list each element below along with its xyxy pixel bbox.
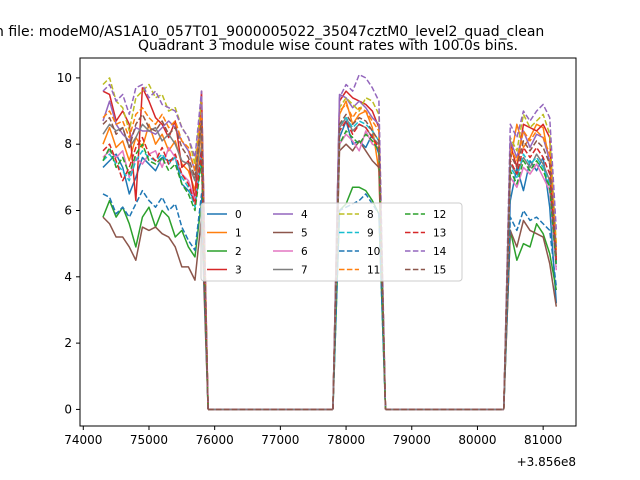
series-5-segment-0 [102, 216, 209, 410]
x-axis: 74000 75000 76000 77000 78000 79000 80000 81000 [64, 426, 562, 447]
legend-label: 5 [301, 228, 308, 240]
series-7-segment-4 [502, 153, 558, 410]
series-11-segment-0 [102, 106, 209, 410]
legend-label: 2 [235, 246, 242, 258]
x-tick-label: 79000 [393, 433, 431, 447]
series-12-segment-2 [332, 130, 387, 410]
series-11-segment-2 [332, 103, 387, 410]
x-tick-label: 77000 [261, 433, 299, 447]
series-3-segment-4 [502, 123, 558, 410]
series-5-segment-2 [332, 140, 387, 410]
series-13-segment-4 [502, 146, 558, 410]
axes-frame [79, 57, 577, 427]
series-11-segment-4 [502, 130, 558, 410]
series-10-segment-4 [502, 209, 558, 410]
y-tick-label: 6 [64, 204, 72, 218]
legend-box [200, 202, 463, 282]
series-9-segment-4 [502, 153, 558, 410]
figure-suptitle: n file: modeM0/AS1A10_057T01_9000005022_… [0, 24, 544, 40]
series-6-segment-0 [102, 146, 209, 410]
series-4-segment-4 [502, 130, 558, 410]
series-4-segment-2 [332, 93, 387, 410]
legend-label: 0 [235, 209, 242, 221]
legend-label: 11 [367, 265, 380, 277]
series-10-segment-0 [102, 189, 209, 410]
series-0-segment-4 [502, 156, 558, 410]
series-1-segment-2 [332, 100, 387, 410]
series-5-segment-4 [502, 219, 558, 410]
series-15-segment-0 [102, 113, 209, 410]
x-tick-label: 78000 [327, 433, 365, 447]
series-14-segment-0 [102, 83, 209, 410]
legend-label: 12 [433, 209, 446, 221]
y-tick-label: 2 [64, 336, 72, 350]
series-12-segment-4 [502, 160, 558, 410]
series-8-segment-4 [502, 113, 558, 410]
legend-label: 8 [367, 209, 374, 221]
series-6-segment-4 [502, 163, 558, 410]
chart-title: Quadrant 3 module wise count rates with … [138, 38, 518, 54]
legend-label: 15 [433, 265, 446, 277]
y-tick-label: 8 [64, 137, 72, 151]
legend-label: 4 [301, 209, 308, 221]
x-tick-label: 81000 [524, 433, 562, 447]
legend-label: 1 [235, 228, 242, 240]
x-tick-label: 80000 [458, 433, 496, 447]
series-15-segment-4 [502, 140, 558, 410]
y-tick-label: 0 [64, 402, 72, 416]
series-13-segment-2 [332, 120, 387, 410]
series-layer [102, 73, 558, 411]
series-2-segment-4 [502, 223, 558, 410]
series-14-segment-2 [332, 73, 387, 410]
series-12-segment-0 [102, 143, 209, 410]
y-tick-label: 4 [64, 270, 72, 284]
y-tick-label: 10 [57, 71, 72, 85]
x-tick-label: 74000 [64, 433, 102, 447]
series-13-segment-0 [102, 136, 209, 410]
series-7-segment-0 [102, 123, 209, 410]
legend-label: 14 [433, 246, 447, 258]
legend-label: 9 [367, 228, 374, 240]
legend-label: 6 [301, 246, 308, 258]
legend-label: 13 [433, 228, 446, 240]
y-axis: 0 2 4 6 8 10 [57, 71, 80, 416]
series-15 [102, 113, 558, 411]
series-3-segment-0 [102, 87, 209, 410]
legend-label: 3 [235, 265, 242, 277]
x-tick-label: 75000 [130, 433, 168, 447]
series-8-segment-2 [332, 97, 387, 410]
series-4-segment-0 [102, 100, 209, 410]
legend-label: 7 [301, 265, 308, 277]
x-axis-offset-label: +3.856e8 [517, 455, 576, 469]
x-tick-label: 76000 [196, 433, 234, 447]
series-15-segment-2 [332, 113, 387, 410]
legend-label: 10 [367, 246, 380, 258]
